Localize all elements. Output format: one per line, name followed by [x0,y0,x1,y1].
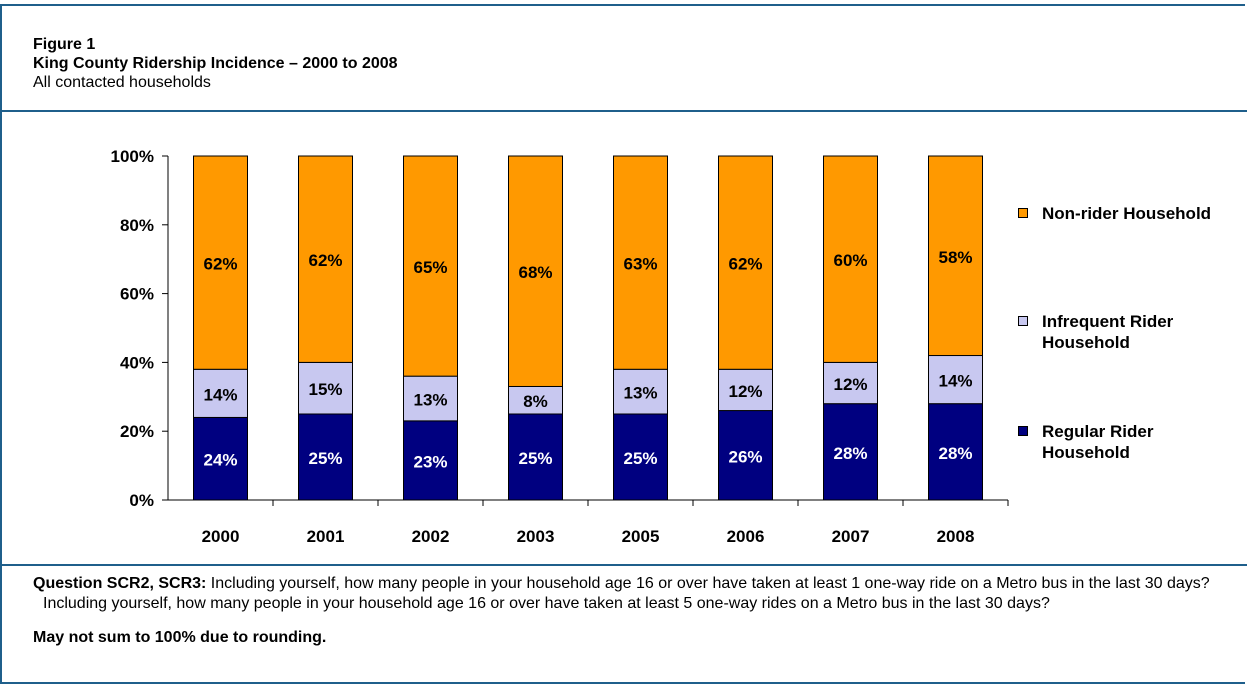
data-label: 12% [728,382,762,401]
x-tick-label: 2007 [832,527,870,546]
bar-segment-2008-non-rider [928,155,983,357]
bar-segment-2000-non-rider [193,155,248,370]
y-tick-label: 20% [120,422,154,441]
bar-segment-2003-non-rider [508,155,563,387]
x-tick-label: 2005 [622,527,660,546]
bar-segment-2003-regular [508,413,563,501]
bar-segment-2005-regular [613,413,668,501]
bar-segment-2007-non-rider [823,155,878,363]
data-label: 25% [518,449,552,468]
bar-segment-2006-infrequent [718,368,773,412]
bar-segment-2006-non-rider [718,155,773,370]
chart-area: 24% 14% 62% 2000 25% 15% 62% 2001 23% 13% 65% 2002 2… [2,112,1247,564]
x-tick-label: 2000 [202,527,240,546]
data-label: 14% [938,372,972,391]
bar-segment-2002-regular [403,420,458,501]
y-tick-label: 40% [120,353,154,372]
x-tick-label: 2006 [727,527,765,546]
question-note: Question SCR2, SCR3: Including yourself,… [33,574,1223,614]
bar-segment-2008-infrequent [928,355,983,405]
bar-segment-2000-infrequent [193,368,248,418]
legend-swatch [1018,208,1028,218]
bar-segment-2000-regular [193,416,248,501]
legend-label: Regular Rider Household [1042,422,1154,462]
bar-segment-2005-infrequent [613,368,668,415]
bar-segment-2003-infrequent [508,385,563,415]
rounding-footnote: May not sum to 100% due to rounding. [33,629,327,646]
data-label: 62% [308,251,342,270]
bar-segment-2006-regular [718,410,773,501]
data-label: 68% [518,263,552,282]
y-tick-label: 100% [111,147,154,166]
bar-segment-2007-regular [823,403,878,501]
y-tick-label: 0% [129,491,154,510]
x-tick-label: 2003 [517,527,555,546]
data-label: 13% [623,384,657,403]
data-label: 28% [833,444,867,463]
data-label: 12% [833,375,867,394]
bar-segment-2002-non-rider [403,155,458,377]
legend-label: Non-rider Household [1042,204,1212,223]
bar-segment-2005-non-rider [613,155,668,370]
data-label: 62% [203,255,237,274]
x-tick-label: 2002 [412,527,450,546]
data-label: 24% [203,451,237,470]
data-label: 65% [413,258,447,277]
chart-title: King County Ridership Incidence – 2000 t… [33,55,398,72]
data-label: 26% [728,447,762,466]
data-label: 25% [308,449,342,468]
question-label: Question SCR2, SCR3: [33,575,207,592]
data-label: 63% [623,255,657,274]
data-label: 28% [938,444,972,463]
x-tick-label: 2001 [307,527,345,546]
chart-subtitle: All contacted households [33,74,211,91]
data-label: 14% [203,385,237,404]
legend-label: Infrequent Rider Household [1042,312,1174,352]
legend-swatch [1018,316,1028,326]
data-label: 8% [523,392,548,411]
data-label: 25% [623,449,657,468]
stacked-bar-chart: 24% 14% 62% 2000 25% 15% 62% 2001 23% 13% 65% 2002 2… [111,147,1009,546]
y-tick-label: 80% [120,216,154,235]
data-label: 13% [413,391,447,410]
data-label: 60% [833,251,867,270]
figure-frame: Figure 1 King County Ridership Incidence… [0,4,1247,684]
data-label: 15% [308,380,342,399]
y-tick-label: 60% [120,285,154,304]
data-label: 58% [938,248,972,267]
bar-segment-2002-infrequent [403,375,458,422]
legend-swatch [1018,426,1028,436]
bar-segment-2001-non-rider [298,155,353,363]
data-label: 62% [728,255,762,274]
figure-header: Figure 1 King County Ridership Incidence… [2,6,1247,112]
notes-divider [2,564,1247,566]
figure-label: Figure 1 [33,36,96,53]
x-tick-label: 2008 [937,527,975,546]
notes-section: Question SCR2, SCR3: Including yourself,… [33,574,1223,648]
question-text: Including yourself, how many people in y… [43,575,1210,612]
data-label: 23% [413,452,447,471]
